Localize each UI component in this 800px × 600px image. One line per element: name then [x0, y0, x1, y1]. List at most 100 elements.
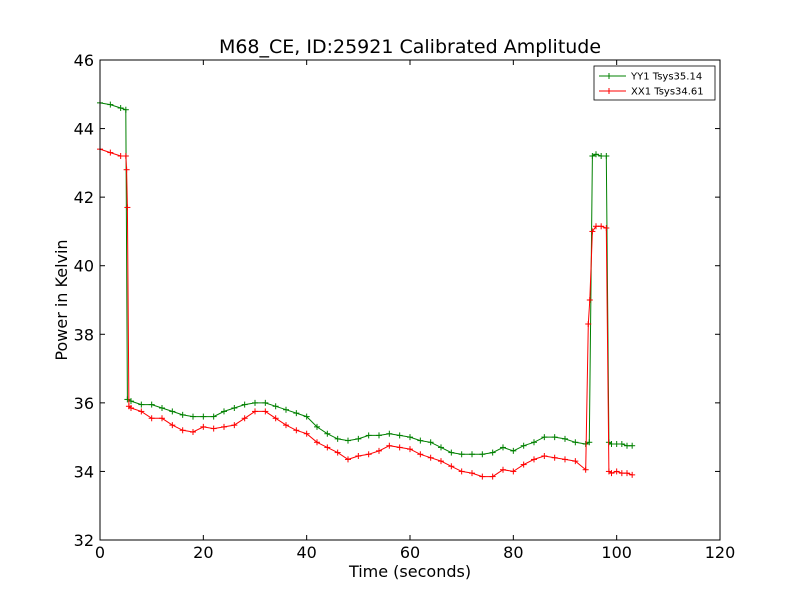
- data-point: [586, 297, 593, 303]
- data-point: [541, 434, 548, 441]
- data-point: [489, 473, 496, 480]
- x-tick-label: 100: [601, 543, 632, 562]
- data-point: [200, 413, 207, 420]
- data-point: [376, 432, 382, 439]
- data-point: [585, 321, 592, 327]
- data-point: [469, 470, 475, 477]
- data-point: [262, 408, 269, 415]
- data-point: [531, 439, 537, 446]
- data-point: [376, 447, 382, 454]
- data-point: [293, 410, 300, 417]
- data-point: [586, 439, 593, 446]
- y-tick-label: 38: [74, 325, 94, 344]
- data-point: [589, 228, 596, 235]
- data-point: [283, 406, 289, 413]
- data-point: [117, 105, 124, 111]
- data-point: [179, 427, 186, 434]
- data-point: [541, 453, 548, 459]
- data-point: [479, 451, 486, 458]
- data-point: [618, 470, 625, 477]
- chart-title: M68_CE, ID:25921 Calibrated Amplitude: [219, 36, 601, 58]
- data-point: [107, 149, 114, 156]
- data-point: [624, 470, 630, 477]
- data-point: [241, 415, 248, 422]
- data-point: [148, 415, 155, 422]
- x-tick-label: 40: [296, 543, 316, 562]
- data-point: [500, 466, 506, 473]
- data-point: [396, 444, 403, 451]
- legend-box: [593, 65, 716, 101]
- data-point: [159, 415, 165, 422]
- data-point: [314, 423, 320, 430]
- data-point: [117, 153, 124, 159]
- data-point: [427, 454, 434, 461]
- y-tick-label: 36: [74, 394, 94, 413]
- data-point: [190, 429, 196, 435]
- data-point: [324, 444, 331, 451]
- data-point: [365, 432, 372, 439]
- data-point: [169, 408, 176, 415]
- data-point: [489, 449, 496, 456]
- data-point: [345, 437, 351, 444]
- data-point: [582, 466, 589, 473]
- data-point: [520, 461, 527, 468]
- data-point: [396, 432, 403, 439]
- data-point: [531, 456, 537, 463]
- data-point: [314, 439, 320, 446]
- data-point: [386, 442, 393, 449]
- data-point: [200, 423, 207, 430]
- x-axis-label: Time (seconds): [348, 562, 471, 581]
- x-tick-label: 80: [503, 543, 523, 562]
- data-point: [122, 106, 129, 113]
- data-point: [520, 442, 527, 449]
- data-point: [293, 427, 300, 434]
- data-point: [355, 453, 362, 459]
- data-point: [334, 449, 341, 456]
- x-tick-label: 20: [193, 543, 213, 562]
- data-point: [386, 430, 393, 437]
- data-point: [469, 451, 475, 458]
- data-point: [221, 423, 227, 430]
- data-point: [231, 405, 238, 411]
- data-point: [629, 442, 636, 449]
- data-point: [598, 223, 605, 230]
- data-point: [448, 449, 455, 456]
- data-point: [603, 153, 610, 159]
- data-point: [138, 401, 145, 408]
- data-point: [272, 415, 279, 422]
- data-point: [241, 401, 248, 408]
- data-point: [608, 470, 615, 477]
- x-tick-label: 60: [400, 543, 420, 562]
- data-point: [355, 435, 362, 442]
- data-point: [252, 408, 258, 415]
- legend: YY1 Tsys35.14 XX1 Tsys34.61: [593, 65, 716, 101]
- data-point: [613, 468, 620, 475]
- data-point: [169, 422, 176, 429]
- data-point: [190, 413, 196, 420]
- series-layer: [97, 99, 636, 480]
- x-tick-label: 0: [95, 543, 105, 562]
- data-point: [124, 204, 131, 211]
- data-point: [438, 444, 444, 451]
- y-tick-label: 42: [74, 188, 94, 207]
- data-point: [608, 441, 615, 447]
- data-point: [624, 442, 630, 449]
- data-point: [303, 430, 310, 437]
- data-point: [427, 439, 434, 446]
- y-axis-label: Power in Kelvin: [52, 239, 71, 360]
- data-point: [128, 405, 134, 411]
- plot-area: [100, 60, 720, 540]
- x-axis: 0 20 40 60 80 100 120: [95, 60, 735, 562]
- data-point: [122, 153, 129, 159]
- y-tick-label: 40: [74, 257, 94, 276]
- data-point: [479, 473, 486, 480]
- data-point: [438, 458, 444, 465]
- data-point: [551, 434, 558, 441]
- data-point: [448, 463, 455, 470]
- data-point: [123, 166, 130, 173]
- data-point: [510, 447, 517, 454]
- data-point: [618, 441, 625, 447]
- data-point: [572, 458, 579, 465]
- x-tick-label: 120: [705, 543, 736, 562]
- data-point: [124, 396, 131, 403]
